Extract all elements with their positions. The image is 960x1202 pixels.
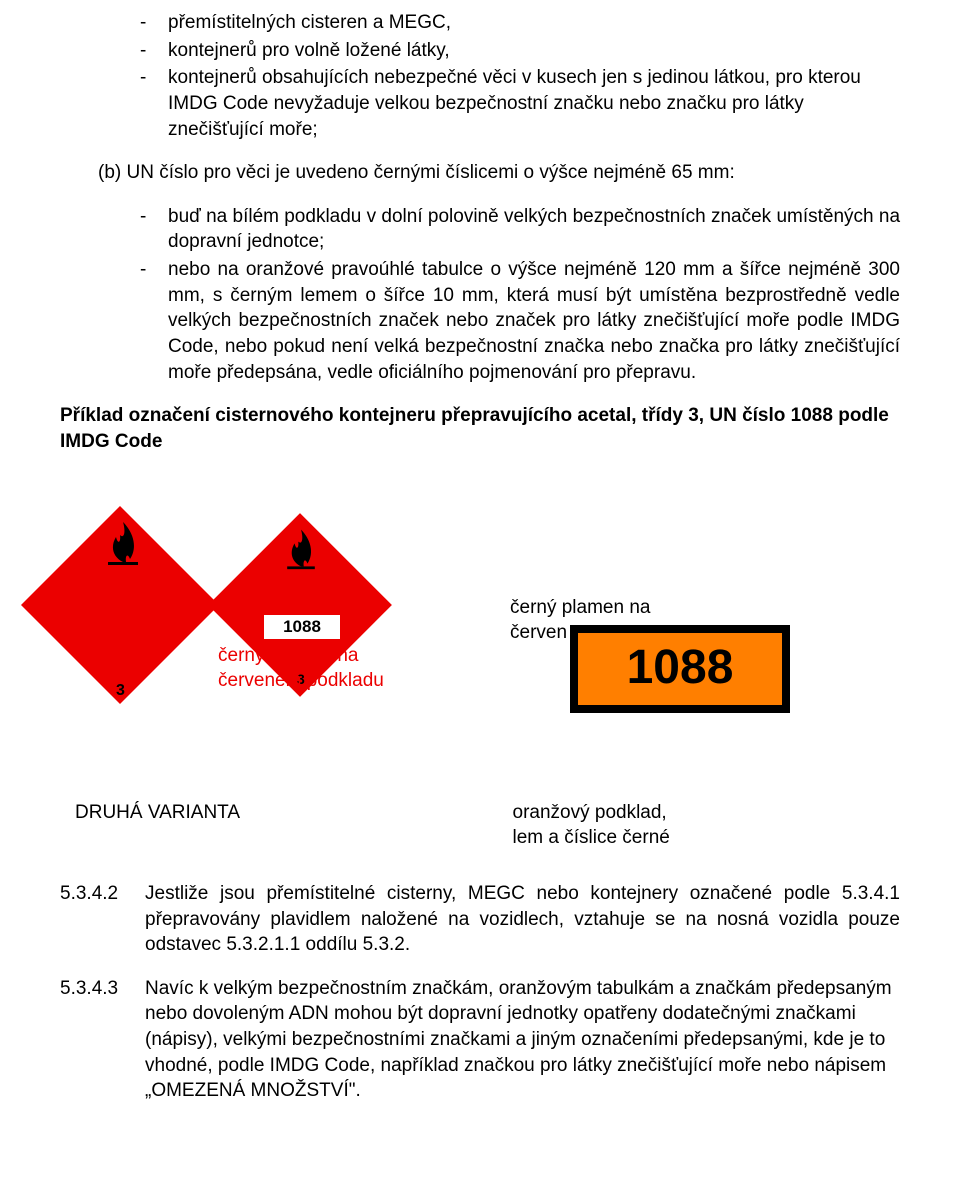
caption-line: černý plamen na (510, 597, 650, 618)
variant2-label: DRUHÁ VARIANTA (60, 800, 463, 851)
para-text: Jestliže jsou přemístitelné cisterny, ME… (145, 881, 900, 958)
top-bullet-list: přemístitelných cisteren a MEGC, kontejn… (60, 10, 900, 142)
flame-icon (98, 517, 148, 567)
para-number: 5.3.4.3 (60, 976, 145, 1104)
bullet-item: nebo na oranžové pravoúhlé tabulce o výš… (140, 257, 900, 385)
caption-line: červeném podkladu (218, 670, 384, 691)
un-number-box: 1088 (264, 615, 340, 639)
paragraph-5343: 5.3.4.3 Navíc k velkým bezpečnostním zna… (60, 976, 900, 1104)
caption-line: černý plamen na (218, 645, 358, 666)
diamond2-caption: černý plamen na červeném podkladu (218, 643, 384, 694)
bullet-item: kontejnerů obsahujících nebezpečné věci … (140, 65, 900, 142)
caption-line: oranžový podklad, (513, 802, 667, 823)
diagram-area: PRVNÍ VARIANTA 3 1088 3 černý plamen na … (60, 475, 900, 785)
paragraph-b: (b) UN číslo pro věci je uvedeno černými… (60, 160, 900, 186)
orange-plate: 1088 (570, 625, 790, 713)
paragraph-5342: 5.3.4.2 Jestliže jsou přemístitelné cist… (60, 881, 900, 958)
bullet-item: buď na bílém podkladu v dolní polovině v… (140, 204, 900, 255)
class-number: 3 (116, 680, 125, 702)
un-number: 1088 (627, 636, 734, 701)
flame-icon (278, 525, 324, 571)
bullet-item: přemístitelných cisteren a MEGC, (140, 10, 900, 36)
variant2-row: DRUHÁ VARIANTA oranžový podklad, lem a č… (60, 800, 900, 851)
caption-line: lem a číslice černé (513, 827, 670, 848)
sub-bullet-list: buď na bílém podkladu v dolní polovině v… (60, 204, 900, 385)
para-text: Navíc k velkým bezpečnostním značkám, or… (145, 976, 900, 1104)
para-number: 5.3.4.2 (60, 881, 145, 958)
example-heading: Příklad označení cisternového kontejneru… (60, 403, 900, 454)
caption-line: červen (510, 622, 567, 643)
variant2-caption: oranžový podklad, lem a číslice černé (463, 800, 901, 851)
bullet-item: kontejnerů pro volně ložené látky, (140, 38, 900, 64)
